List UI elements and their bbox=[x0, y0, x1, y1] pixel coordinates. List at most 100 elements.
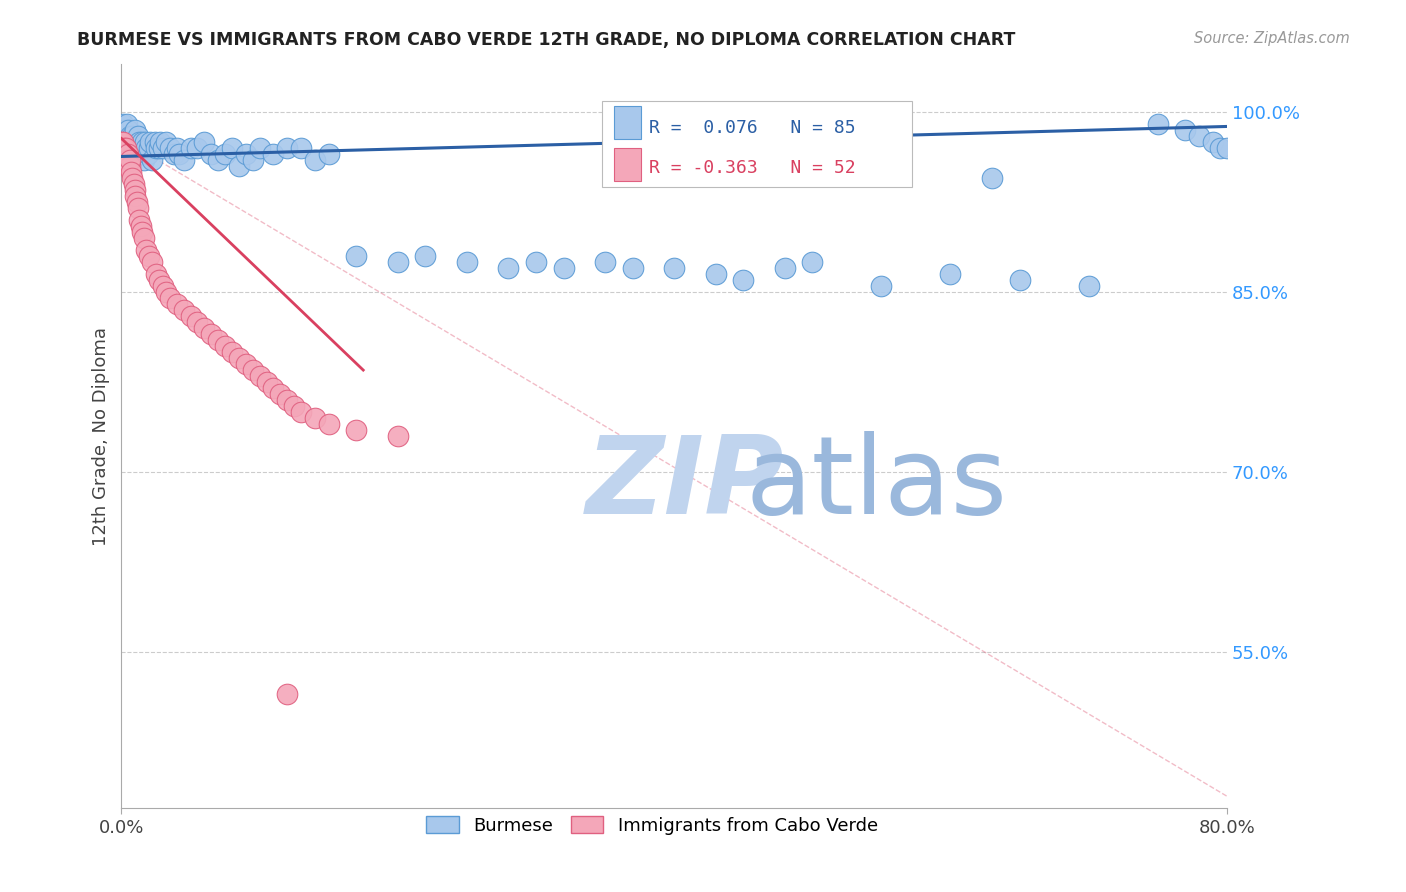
Point bbox=[121, 141, 143, 155]
Point bbox=[124, 183, 146, 197]
Legend: Burmese, Immigrants from Cabo Verde: Burmese, Immigrants from Cabo Verde bbox=[420, 810, 883, 840]
Point bbox=[524, 255, 547, 269]
Point bbox=[118, 153, 141, 167]
Point bbox=[131, 141, 153, 155]
Point bbox=[773, 261, 796, 276]
Point bbox=[127, 201, 149, 215]
Point bbox=[200, 327, 222, 342]
Point bbox=[118, 129, 141, 144]
Point bbox=[200, 147, 222, 161]
Point bbox=[143, 135, 166, 149]
Point bbox=[129, 219, 152, 233]
Point bbox=[145, 267, 167, 281]
Point bbox=[228, 351, 250, 365]
Point bbox=[387, 429, 409, 443]
Point bbox=[128, 135, 150, 149]
Point bbox=[980, 171, 1002, 186]
Point bbox=[498, 261, 520, 276]
Point bbox=[262, 381, 284, 395]
Point bbox=[112, 141, 135, 155]
Point bbox=[124, 123, 146, 137]
Point bbox=[1188, 129, 1211, 144]
Point bbox=[148, 141, 170, 155]
Point bbox=[553, 261, 575, 276]
Point bbox=[1077, 279, 1099, 293]
Point bbox=[304, 411, 326, 425]
Point bbox=[132, 153, 155, 167]
Point bbox=[193, 321, 215, 335]
Point bbox=[131, 135, 153, 149]
Point bbox=[214, 339, 236, 353]
Point bbox=[939, 267, 962, 281]
Point bbox=[256, 375, 278, 389]
Point bbox=[276, 687, 298, 701]
Text: R =  0.076   N = 85: R = 0.076 N = 85 bbox=[648, 120, 855, 137]
Point bbox=[117, 159, 139, 173]
Point bbox=[138, 249, 160, 263]
Point bbox=[1146, 117, 1168, 131]
Point bbox=[120, 135, 142, 149]
Text: BURMESE VS IMMIGRANTS FROM CABO VERDE 12TH GRADE, NO DIPLOMA CORRELATION CHART: BURMESE VS IMMIGRANTS FROM CABO VERDE 12… bbox=[77, 31, 1015, 49]
Text: Source: ZipAtlas.com: Source: ZipAtlas.com bbox=[1194, 31, 1350, 46]
Point bbox=[131, 225, 153, 239]
Point bbox=[118, 159, 141, 173]
Point bbox=[141, 255, 163, 269]
Point bbox=[704, 267, 727, 281]
Point bbox=[118, 141, 141, 155]
Point bbox=[186, 315, 208, 329]
Point bbox=[120, 165, 142, 179]
Point bbox=[180, 141, 202, 155]
Point bbox=[1209, 141, 1232, 155]
Point bbox=[159, 141, 181, 155]
Point bbox=[114, 147, 136, 161]
Point bbox=[207, 153, 229, 167]
Point bbox=[110, 135, 132, 149]
Point bbox=[173, 153, 195, 167]
Point bbox=[166, 297, 188, 311]
Point bbox=[344, 423, 367, 437]
Text: ZIP: ZIP bbox=[586, 432, 785, 538]
Point bbox=[242, 363, 264, 377]
Point bbox=[221, 345, 243, 359]
Point bbox=[132, 231, 155, 245]
FancyBboxPatch shape bbox=[602, 102, 911, 186]
Point bbox=[186, 141, 208, 155]
Point bbox=[155, 285, 177, 299]
FancyBboxPatch shape bbox=[614, 106, 641, 139]
Point bbox=[138, 141, 160, 155]
Point bbox=[1008, 273, 1031, 287]
Point bbox=[290, 405, 312, 419]
Point bbox=[114, 141, 136, 155]
Point bbox=[134, 135, 156, 149]
Point bbox=[155, 135, 177, 149]
Point bbox=[145, 141, 167, 155]
Point bbox=[1202, 135, 1225, 149]
Point bbox=[114, 135, 136, 149]
Point bbox=[318, 417, 340, 431]
Point bbox=[159, 291, 181, 305]
Point bbox=[221, 141, 243, 155]
Point bbox=[117, 123, 139, 137]
Point bbox=[207, 333, 229, 347]
Point bbox=[593, 255, 616, 269]
Point bbox=[115, 141, 138, 155]
Point bbox=[125, 141, 148, 155]
Point bbox=[122, 147, 145, 161]
Point bbox=[120, 141, 142, 155]
Point bbox=[242, 153, 264, 167]
Point bbox=[124, 189, 146, 203]
Y-axis label: 12th Grade, No Diploma: 12th Grade, No Diploma bbox=[93, 326, 110, 546]
Point bbox=[111, 135, 134, 149]
Point bbox=[121, 129, 143, 144]
Point bbox=[129, 147, 152, 161]
Point bbox=[169, 147, 191, 161]
Point bbox=[249, 369, 271, 384]
Point bbox=[249, 141, 271, 155]
Point bbox=[128, 213, 150, 227]
Point bbox=[136, 147, 159, 161]
Point bbox=[152, 279, 174, 293]
Point bbox=[276, 141, 298, 155]
Point bbox=[114, 129, 136, 144]
Point bbox=[180, 309, 202, 323]
Point bbox=[318, 147, 340, 161]
